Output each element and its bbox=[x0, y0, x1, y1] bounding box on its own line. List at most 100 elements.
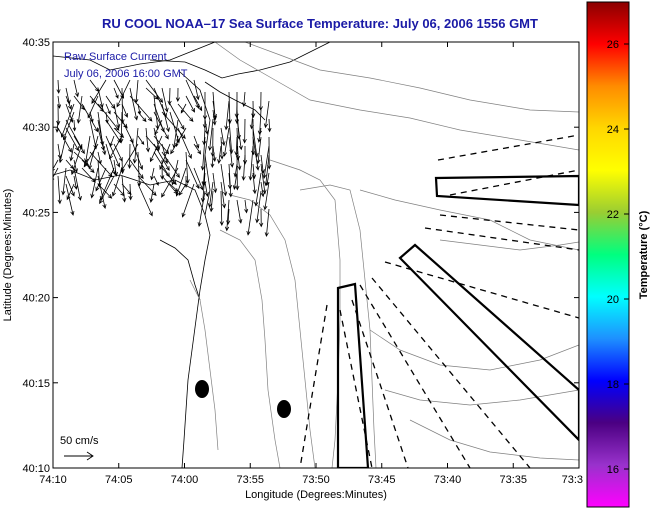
current-arrow bbox=[129, 95, 153, 122]
colorbar-tick-label: 18 bbox=[607, 379, 619, 391]
x-tick-label: 73:35 bbox=[499, 474, 527, 486]
current-arrow bbox=[109, 135, 115, 147]
current-arrow bbox=[83, 143, 99, 168]
current-arrow bbox=[235, 154, 240, 191]
current-arrow bbox=[167, 87, 172, 106]
current-arrow bbox=[264, 208, 270, 238]
current-arrow bbox=[60, 103, 75, 138]
current-arrow bbox=[137, 151, 142, 187]
current-arrow bbox=[81, 103, 99, 133]
current-arrow bbox=[69, 143, 75, 162]
current-arrow bbox=[161, 103, 170, 133]
x-tick-label: 74:05 bbox=[105, 474, 133, 486]
y-tick-label: 40:15 bbox=[22, 378, 50, 390]
x-tick-label: 73:50 bbox=[302, 474, 330, 486]
transect-boxes bbox=[336, 174, 579, 468]
current-arrow bbox=[180, 103, 187, 114]
current-arrow bbox=[252, 172, 257, 195]
current-arrow bbox=[193, 79, 200, 101]
current-arrow bbox=[76, 95, 83, 124]
current-arrow bbox=[212, 172, 218, 194]
station-dot-north bbox=[195, 380, 209, 398]
current-arrow bbox=[227, 91, 232, 125]
current-arrow bbox=[260, 163, 267, 195]
current-arrow bbox=[177, 103, 194, 123]
current-arrow bbox=[73, 79, 80, 98]
plot-area: 50 cm/s Raw Surface Current July 06, 200… bbox=[53, 42, 579, 468]
current-arrow bbox=[252, 136, 260, 171]
transect-box-east bbox=[434, 174, 579, 207]
current-arrow bbox=[57, 143, 62, 160]
current-arrow bbox=[207, 118, 214, 151]
current-arrow bbox=[193, 95, 203, 112]
current-arrow bbox=[185, 151, 190, 185]
current-arrow bbox=[175, 87, 180, 103]
current-arrow bbox=[262, 145, 270, 179]
current-arrow bbox=[251, 100, 256, 119]
current-arrow bbox=[154, 119, 163, 136]
scale-label: 50 cm/s bbox=[60, 435, 99, 447]
current-arrow bbox=[105, 103, 111, 115]
x-axis-ticks: 74:10 74:05 74:00 73:55 73:50 73:45 73:40 73:35… bbox=[39, 42, 583, 486]
current-arrow bbox=[137, 135, 145, 146]
current-arrow bbox=[129, 159, 144, 180]
current-arrow bbox=[57, 175, 62, 205]
figure-title: RU COOL NOAA–17 Sea Surface Temperature:… bbox=[102, 16, 538, 31]
current-arrow bbox=[207, 181, 214, 208]
current-arrow bbox=[265, 172, 270, 187]
x-tick-label: 73:3 bbox=[562, 474, 583, 486]
current-arrow bbox=[73, 175, 78, 190]
current-arrow bbox=[90, 167, 99, 199]
x-tick-label: 74:10 bbox=[39, 474, 67, 486]
current-arrow bbox=[153, 111, 169, 140]
current-arrow bbox=[65, 95, 72, 110]
current-arrow bbox=[159, 143, 171, 170]
colorbar-title: Temperature (°C) bbox=[638, 210, 650, 299]
current-arrow bbox=[153, 175, 159, 186]
transect-box-south bbox=[336, 282, 370, 468]
x-tick-label: 74:00 bbox=[171, 474, 199, 486]
current-arrow bbox=[204, 118, 209, 135]
y-tick-label: 40:35 bbox=[22, 37, 50, 49]
current-arrow bbox=[129, 87, 139, 121]
current-arrow bbox=[200, 172, 206, 203]
current-arrow bbox=[193, 143, 202, 155]
current-arrow bbox=[246, 199, 254, 236]
current-arrow bbox=[181, 183, 195, 218]
current-arrow bbox=[197, 190, 206, 228]
current-arrow bbox=[185, 159, 200, 190]
current-arrow bbox=[255, 190, 262, 224]
station-dot-south bbox=[277, 400, 291, 418]
current-arrow bbox=[234, 100, 239, 119]
current-arrow bbox=[55, 119, 60, 133]
current-arrow bbox=[97, 127, 106, 152]
x-axis-label: Longitude (Degrees:Minutes) bbox=[245, 489, 387, 501]
x-tick-label: 73:55 bbox=[236, 474, 264, 486]
current-arrow bbox=[121, 103, 129, 118]
current-arrow bbox=[220, 127, 226, 147]
current-arrow bbox=[53, 159, 59, 171]
current-arrow bbox=[193, 135, 200, 149]
current-arrow bbox=[170, 127, 187, 155]
current-arrow bbox=[236, 145, 242, 171]
x-tick-label: 73:40 bbox=[434, 474, 462, 486]
current-arrow bbox=[224, 199, 230, 232]
current-arrow bbox=[91, 79, 107, 104]
colorbar-tick-label: 16 bbox=[607, 464, 619, 476]
current-arrow bbox=[178, 183, 187, 196]
current-arrow bbox=[73, 167, 82, 201]
current-arrow bbox=[226, 208, 231, 226]
current-arrow bbox=[145, 127, 151, 153]
current-arrow bbox=[175, 167, 187, 197]
current-arrow bbox=[97, 183, 113, 199]
current-arrow bbox=[201, 163, 206, 187]
current-arrow bbox=[185, 95, 195, 113]
current-arrow bbox=[193, 167, 204, 191]
current-arrow bbox=[227, 172, 232, 190]
current-arrow bbox=[145, 87, 159, 100]
current-arrow bbox=[212, 145, 217, 163]
current-arrow bbox=[217, 145, 222, 164]
current-vectors bbox=[53, 79, 272, 238]
current-arrow bbox=[153, 135, 170, 155]
